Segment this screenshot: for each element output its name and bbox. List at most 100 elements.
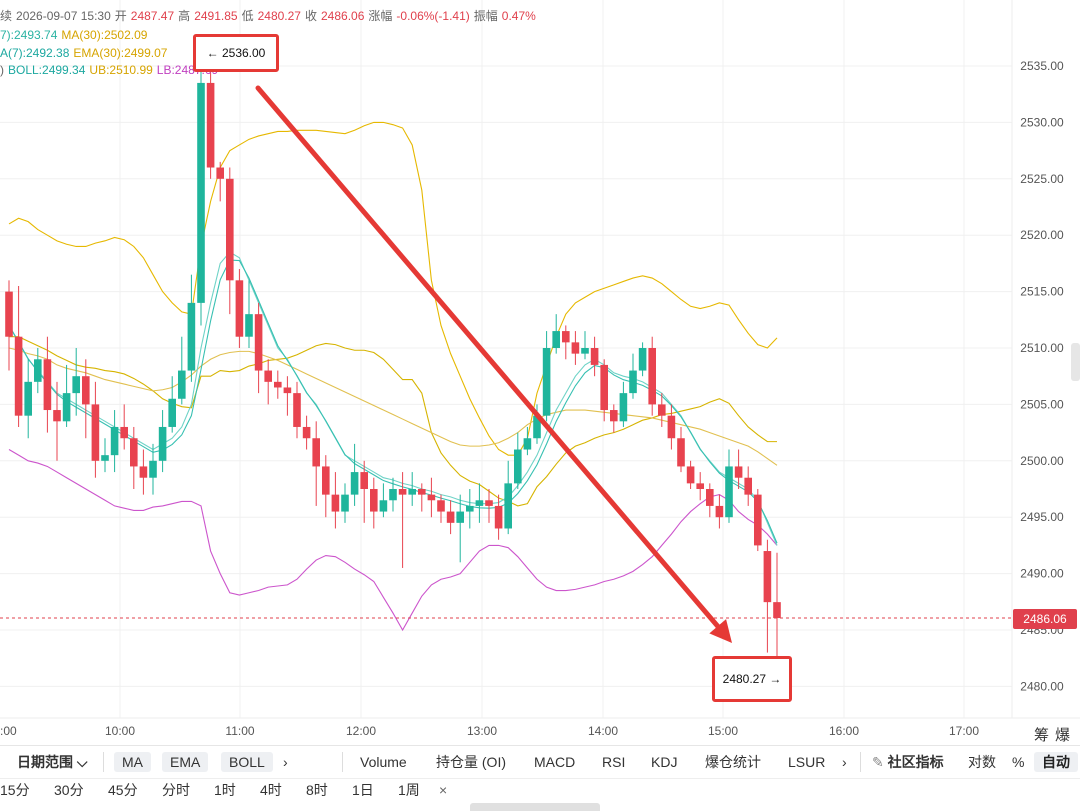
- candle-body: [14, 336, 23, 416]
- candle-body: [216, 167, 224, 179]
- change-value: -0.06%(-1.41): [396, 9, 470, 23]
- candlestick-chart[interactable]: 2535.00 2530.00 2525.00 2520.00 2515.00 2510.…: [0, 0, 1080, 745]
- chevron-right-icon[interactable]: ›: [842, 754, 847, 770]
- candle-body: [562, 331, 570, 343]
- candle-body: [725, 466, 733, 518]
- candle-body: [706, 489, 714, 506]
- candle-body: [379, 500, 388, 512]
- interval-8h[interactable]: 8时: [306, 782, 328, 798]
- candle-body: [638, 348, 647, 371]
- candle-body: [475, 500, 484, 506]
- candle-body: [533, 415, 541, 439]
- divider: [342, 752, 343, 772]
- amplitude-key: 振幅: [473, 9, 498, 23]
- log-scale-button[interactable]: 对数: [968, 754, 996, 770]
- candle-body: [43, 359, 52, 411]
- candle-body: [696, 483, 704, 489]
- ma-info-line: 7):2493.74 MA(30):2502.09: [0, 27, 151, 43]
- interval-timeshare[interactable]: 分时: [162, 782, 190, 798]
- boll-ub-value: UB:2510.99: [89, 63, 153, 77]
- candle-body: [110, 426, 119, 456]
- ema-button[interactable]: EMA: [162, 752, 209, 772]
- amplitude-value: 0.47%: [501, 9, 536, 23]
- candle-body: [610, 410, 618, 422]
- date-range-label: 日期范围: [17, 754, 73, 770]
- open-value: 2487.47: [130, 9, 175, 23]
- open-key: 开: [114, 9, 127, 23]
- x-tick-label: 13:00: [467, 724, 497, 738]
- chart-area[interactable]: 2535.00 2530.00 2525.00 2520.00 2515.00 2510.…: [0, 0, 1080, 745]
- kdj-tab[interactable]: KDJ: [651, 754, 678, 770]
- candle-body: [130, 438, 138, 467]
- candle-body: [590, 348, 599, 365]
- candle-body: [427, 494, 436, 501]
- liquidation-stats-tab[interactable]: 爆仓统计: [705, 754, 761, 770]
- y-tick-label: 2480.00: [1020, 679, 1064, 693]
- candle-body: [245, 314, 253, 337]
- candle-body: [686, 466, 695, 484]
- candle-body: [341, 494, 349, 512]
- candle-body: [206, 82, 215, 168]
- candle-body: [715, 505, 724, 518]
- y-tick-label: 2520.00: [1020, 228, 1064, 242]
- close-icon[interactable]: ×: [439, 782, 448, 798]
- y-tick-label: 2525.00: [1020, 172, 1064, 186]
- candle-body: [226, 178, 234, 281]
- candle-body: [158, 426, 167, 461]
- interval-1d[interactable]: 1日: [352, 782, 374, 798]
- candle-body: [312, 438, 320, 467]
- candle-body: [658, 404, 666, 416]
- volume-tab[interactable]: Volume: [360, 754, 407, 770]
- liquidation-tool[interactable]: 爆: [1055, 727, 1071, 744]
- y-axis: 2535.00 2530.00 2525.00 2520.00 2515.00 2510.…: [1011, 0, 1064, 718]
- interval-1w[interactable]: 1周: [398, 782, 420, 798]
- y-tick-label: 2495.00: [1020, 510, 1064, 524]
- candle-body: [619, 393, 628, 422]
- chips-tool[interactable]: 筹: [1034, 727, 1050, 744]
- y-tick-label: 2490.00: [1020, 567, 1064, 581]
- side-panel-handle[interactable]: [1071, 343, 1080, 381]
- ma30-line: [8, 347, 778, 466]
- candle-body: [418, 489, 426, 495]
- corner-tools: 筹爆: [1034, 724, 1076, 745]
- interval-15m[interactable]: 15分: [0, 782, 30, 798]
- candle-body: [24, 381, 32, 416]
- y-tick-label: 2500.00: [1020, 454, 1064, 468]
- interval-45m[interactable]: 45分: [108, 782, 138, 798]
- chevron-right-icon[interactable]: ›: [283, 754, 288, 770]
- candle-body: [283, 387, 292, 394]
- candle-body: [494, 505, 503, 529]
- close-key: 收: [304, 9, 317, 23]
- interval-1h[interactable]: 1时: [214, 782, 236, 798]
- lsur-tab[interactable]: LSUR: [788, 754, 826, 770]
- candle-body: [302, 426, 311, 439]
- macd-tab[interactable]: MACD: [534, 754, 576, 770]
- boll-upper-line: [8, 121, 778, 456]
- community-indicators-button[interactable]: ✎ 社区指标: [872, 752, 944, 772]
- x-tick-label: 12:00: [346, 724, 376, 738]
- interval-4h[interactable]: 4时: [260, 782, 282, 798]
- boll-button[interactable]: BOLL: [221, 752, 273, 772]
- candle-body: [322, 466, 330, 495]
- auto-scale-button[interactable]: 自动: [1034, 752, 1078, 772]
- interval-30m[interactable]: 30分: [54, 782, 84, 798]
- info-datetime: 2026-09-07 15:30: [16, 9, 111, 23]
- low-price-annotation: 2480.27 →: [712, 656, 792, 702]
- candle-body: [370, 489, 378, 512]
- x-tick-label: 10:00: [105, 724, 135, 738]
- x-axis: :00 10:00 11:00 12:00 13:00 14:00 15:00 16:00 17…: [0, 717, 1080, 738]
- ma-button[interactable]: MA: [114, 752, 151, 772]
- candle-body: [235, 280, 244, 337]
- resize-grip[interactable]: [470, 803, 600, 811]
- rsi-tab[interactable]: RSI: [602, 754, 626, 770]
- ma30-value: MA(30):2502.09: [61, 28, 148, 42]
- trend-arrow-head: [709, 619, 732, 643]
- candle-body: [398, 489, 407, 495]
- open-interest-tab[interactable]: 持仓量 (OI): [436, 754, 506, 770]
- y-tick-label: 2505.00: [1020, 397, 1064, 411]
- percent-scale-button[interactable]: %: [1012, 754, 1025, 770]
- date-range-dropdown[interactable]: 日期范围 ⌵: [17, 752, 88, 772]
- close-value: 2486.06: [321, 9, 365, 23]
- trend-arrow-shaft: [255, 85, 721, 629]
- high-key: 高: [178, 9, 191, 23]
